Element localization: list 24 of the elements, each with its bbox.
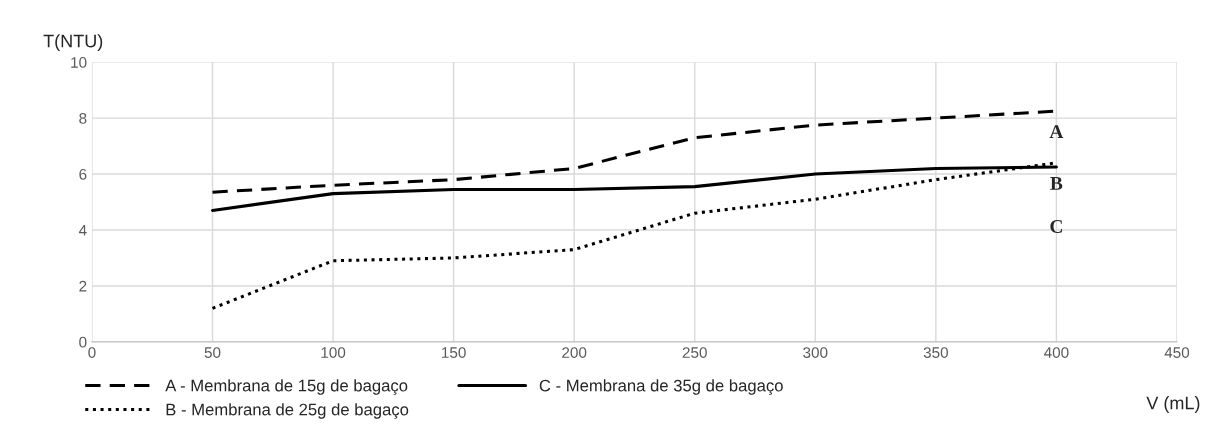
y-axis-title: T(NTU) [43, 34, 103, 51]
x-tick-label: 300 [803, 347, 828, 358]
x-tick-label: 150 [442, 347, 466, 358]
x-tick-label: 400 [1044, 347, 1069, 358]
y-tick-label: 0 [79, 336, 87, 348]
legend-label: A - Membrana de 15g de bagaço [165, 379, 408, 395]
legend-label: B - Membrana de 25g de bagaço [166, 403, 409, 419]
y-tick-label: 6 [79, 168, 87, 180]
x-axis-title: V (mL) [1146, 396, 1200, 413]
y-tick-label: 4 [78, 225, 87, 236]
x-tick-label: 350 [923, 347, 948, 358]
y-tick-label: 10 [71, 57, 87, 68]
x-tick-label: 50 [204, 347, 221, 358]
annotation: C [1050, 219, 1062, 234]
annotation: B [1050, 177, 1063, 190]
x-tick-label: 450 [1164, 347, 1190, 358]
annotation: A [1049, 125, 1064, 139]
x-tick-label: 100 [321, 347, 346, 358]
y-tick-label: 8 [79, 112, 87, 124]
y-tick-label: 2 [79, 280, 87, 292]
legend-label: C - Membrana de 35g de bagaço [539, 379, 783, 395]
x-tick-label: 0 [88, 347, 96, 358]
x-tick-label: 200 [562, 347, 587, 358]
x-tick-label: 250 [682, 347, 707, 358]
